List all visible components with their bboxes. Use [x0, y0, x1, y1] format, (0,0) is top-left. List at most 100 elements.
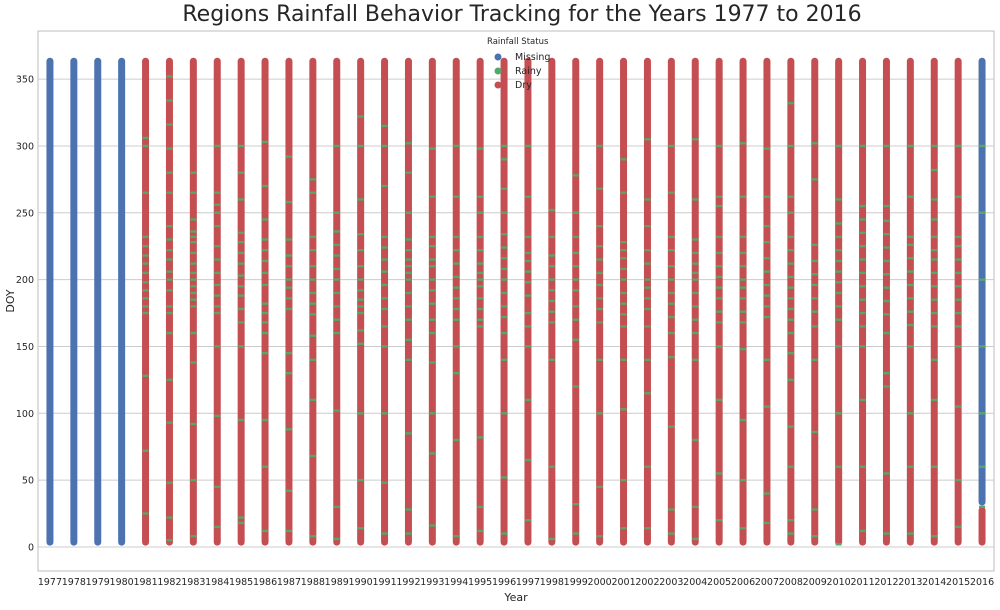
rainy-point: [142, 262, 149, 265]
rainy-point: [787, 378, 794, 382]
y-tick-label: 150: [16, 342, 34, 353]
rainy-point: [548, 537, 555, 541]
rainy-point: [357, 265, 364, 268]
rainy-point: [190, 240, 197, 244]
rainy-point: [835, 305, 842, 308]
rainy-point: [381, 532, 388, 535]
rainy-point: [763, 283, 770, 287]
rainy-point: [190, 251, 197, 255]
rainy-point: [668, 315, 675, 319]
rainy-point: [477, 318, 484, 321]
rainy-point: [907, 345, 914, 348]
rainy-point: [453, 535, 460, 538]
legend-label-missing: Missing: [515, 52, 550, 63]
rainy-point: [668, 144, 675, 148]
rainy-point: [142, 235, 149, 239]
rainy-point: [955, 285, 962, 288]
rainy-point: [381, 307, 388, 311]
year-column-dry: [309, 57, 317, 546]
rainy-point: [955, 311, 962, 315]
rainy-point: [357, 278, 364, 281]
rainy-point: [763, 305, 770, 308]
year-column-dry: [691, 57, 699, 546]
rainy-point: [931, 258, 938, 261]
rainy-point: [620, 527, 627, 530]
x-tick-label: 2001: [611, 577, 635, 588]
year-column-dry: [954, 57, 962, 546]
year-column-dry: [381, 57, 389, 546]
x-tick-label: 2004: [683, 577, 707, 588]
rainy-point: [979, 345, 986, 348]
rainy-point: [429, 524, 436, 527]
rainy-point: [620, 325, 627, 328]
y-tick-label: 0: [28, 542, 34, 553]
rainy-point: [524, 325, 531, 328]
rainy-point: [453, 195, 460, 198]
rainy-point: [740, 527, 747, 530]
rainy-point: [429, 302, 436, 305]
rainy-point: [883, 246, 890, 249]
rainy-point: [142, 289, 149, 292]
y-tick-label: 250: [16, 208, 34, 219]
rainy-point: [955, 405, 962, 408]
rainy-point: [285, 286, 292, 289]
year-column-dry: [404, 57, 412, 546]
rainy-point: [931, 198, 938, 201]
rainy-layer: [142, 75, 986, 546]
rainy-point: [955, 244, 962, 248]
rainy-point: [596, 271, 603, 275]
rainy-point: [835, 270, 842, 273]
rainy-point: [620, 302, 627, 305]
x-tick-labels: 1977 1978 1979 1980 1981 1982 1983 1984 1985 1986…: [38, 577, 994, 588]
rainy-point: [501, 476, 508, 479]
rainy-point: [405, 305, 412, 308]
rainy-point: [166, 171, 173, 174]
rainy-point: [835, 318, 842, 321]
x-tick-label: 2002: [635, 577, 659, 588]
rainy-point: [931, 398, 938, 402]
rainy-point: [477, 285, 484, 288]
year-column-dry: [142, 57, 150, 546]
rainy-point: [214, 294, 221, 297]
rainy-point: [190, 262, 197, 265]
rainy-point: [166, 224, 173, 228]
rainy-point: [190, 535, 197, 538]
rainy-point: [405, 249, 412, 252]
rainy-point: [955, 345, 962, 348]
rainy-point: [716, 275, 723, 279]
rainy-point: [763, 492, 770, 495]
rainy-point: [811, 243, 818, 247]
rainy-point: [501, 187, 508, 190]
rainy-point: [429, 265, 436, 268]
rainy-point: [668, 302, 675, 305]
rainy-point: [668, 249, 675, 252]
rainy-point: [405, 338, 412, 341]
year-column-dry: [524, 57, 532, 546]
rainy-point: [190, 305, 197, 308]
rainy-point: [787, 297, 794, 300]
rainy-point: [644, 358, 651, 362]
year-column-dry: [500, 57, 508, 546]
rainy-point: [907, 310, 914, 313]
year-column-dry: [643, 57, 651, 546]
year-column-dry: [596, 57, 604, 546]
rainy-point: [285, 489, 292, 493]
rainy-point: [142, 512, 149, 515]
rainy-point: [333, 243, 340, 247]
rainy-point: [907, 235, 914, 239]
rainy-point: [811, 259, 818, 263]
rainy-point: [644, 286, 651, 289]
rainy-point: [142, 281, 149, 284]
rainy-point: [883, 299, 890, 303]
rainy-point: [859, 325, 866, 328]
x-tick-label: 1987: [277, 577, 301, 588]
rainy-point: [859, 529, 866, 533]
x-tick-label: 1997: [516, 577, 540, 588]
rainy-point: [787, 286, 794, 289]
rainy-point: [955, 195, 962, 198]
rainy-point: [238, 274, 245, 277]
rainy-point: [405, 291, 412, 295]
bars-layer: [46, 57, 986, 546]
rainy-point: [596, 307, 603, 311]
